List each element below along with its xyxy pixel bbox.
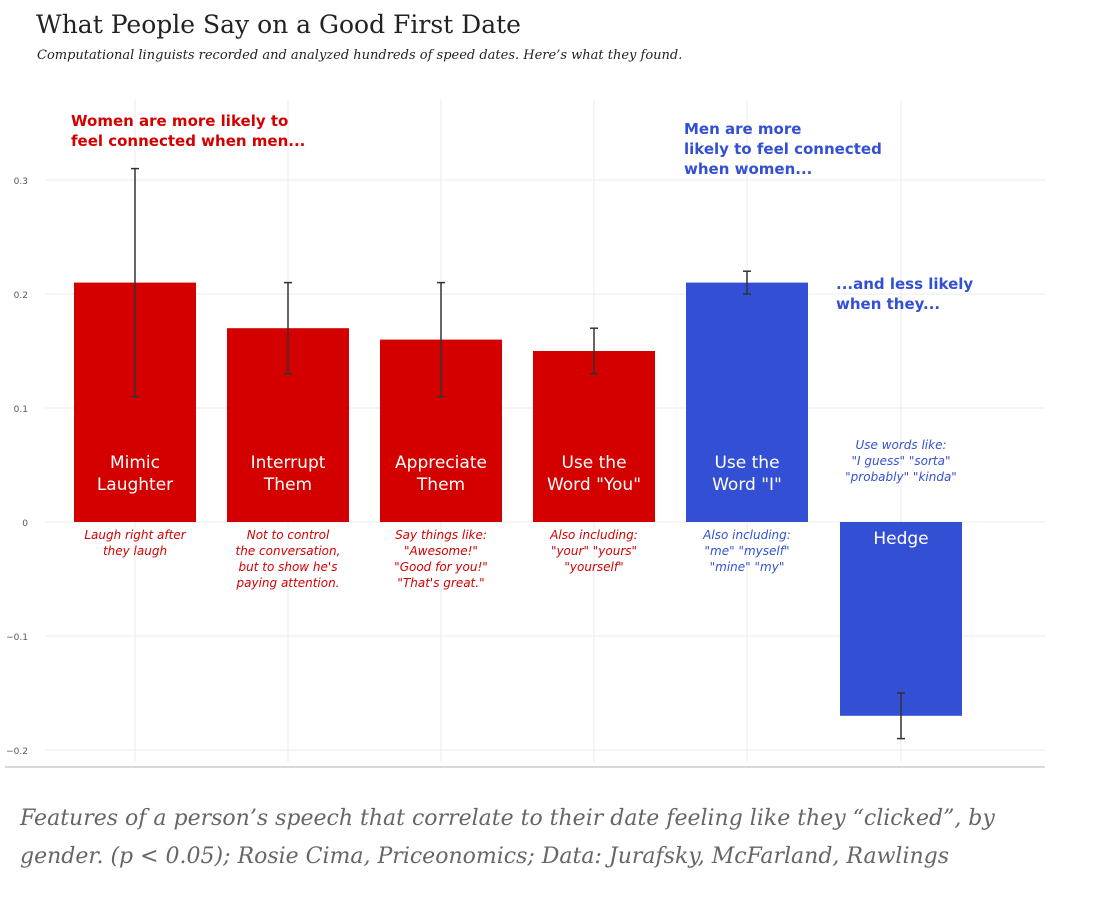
y-tick-label: 0.3 xyxy=(14,177,28,187)
bar-note: "mine" "my" xyxy=(710,560,785,574)
bar-note: but to show he's xyxy=(239,560,338,574)
annotation-text: when women... xyxy=(684,160,812,178)
bar-note: "your" "yours" xyxy=(551,544,637,558)
bar-note: Say things like: xyxy=(395,528,487,542)
bar-note: Also including: xyxy=(549,528,638,542)
annotation-text: likely to feel connected xyxy=(684,140,882,158)
bar-label: Use the xyxy=(561,453,626,473)
bar-note: "Awesome!" xyxy=(404,544,478,558)
bar-label: Use the xyxy=(714,453,779,473)
annotation-text: feel connected when men... xyxy=(71,132,305,150)
y-tick-label: −0.1 xyxy=(6,633,28,643)
y-tick-label: 0 xyxy=(22,519,28,529)
annotation-text: when they... xyxy=(836,295,940,313)
bar-chart: −0.2 −0.1 0 0.1 0.2 0.3 Women are more likely … xyxy=(5,100,1045,768)
bar-label: Them xyxy=(416,475,465,495)
bar-note: Not to control xyxy=(247,528,330,542)
bar-note: paying attention. xyxy=(236,576,340,590)
bar-label: Hedge xyxy=(873,529,928,549)
bar xyxy=(840,522,962,716)
bar xyxy=(533,351,655,522)
bar-note: they laugh xyxy=(103,544,167,558)
bar-note: "probably" "kinda" xyxy=(845,470,957,484)
bar-note: Also including: xyxy=(702,528,791,542)
figure-caption: Features of a person’s speech that corre… xyxy=(20,806,995,869)
bar-note: "I guess" "sorta" xyxy=(852,454,951,468)
bar-label: Mimic xyxy=(110,453,160,473)
y-tick-label: −0.2 xyxy=(6,747,28,757)
chart-subtitle: Computational linguists recorded and ana… xyxy=(37,48,683,63)
bar-note: "That's great." xyxy=(397,576,484,590)
annotation-text: Men are more xyxy=(684,120,801,138)
bar-label: Appreciate xyxy=(395,453,487,473)
bar-label: Word "I" xyxy=(712,475,782,495)
y-tick-label: 0.1 xyxy=(14,405,28,415)
bar-label: Interrupt xyxy=(251,453,326,473)
bar xyxy=(686,282,808,522)
bar-note: the conversation, xyxy=(236,544,341,558)
bar-note: "Good for you!" xyxy=(394,560,488,574)
bar-label: Word "You" xyxy=(547,475,641,495)
bar-label: Laughter xyxy=(97,475,173,495)
bar-label: Them xyxy=(263,475,312,495)
y-tick-label: 0.2 xyxy=(14,291,28,301)
annotation-text: Women are more likely to xyxy=(71,112,288,130)
annotation-text: ...and less likely xyxy=(836,275,973,293)
bar-note: "yourself" xyxy=(564,560,623,574)
bar-note: Use words like: xyxy=(855,438,946,452)
chart-title: What People Say on a Good First Date xyxy=(36,10,521,39)
bar-note: Laugh right after xyxy=(84,528,186,542)
bar-note: "me" "myself" xyxy=(705,544,790,558)
